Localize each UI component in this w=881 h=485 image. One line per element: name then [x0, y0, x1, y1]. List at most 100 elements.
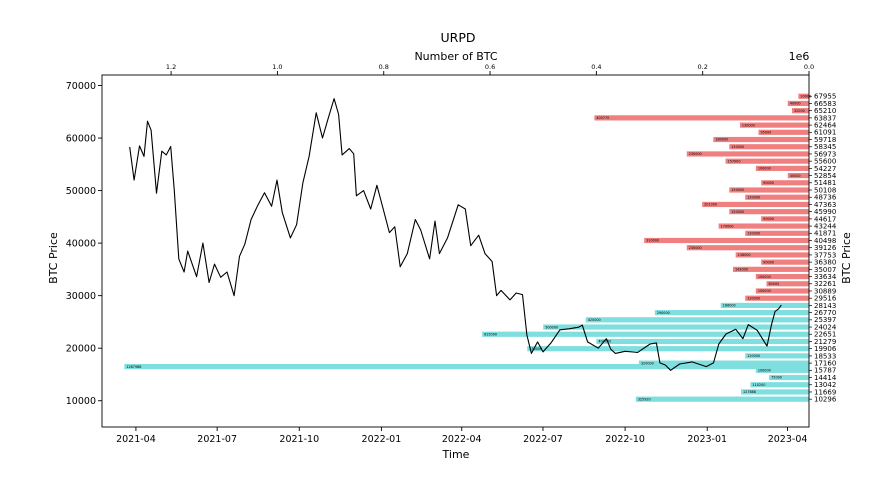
- urpd-volume-label: 138000: [738, 253, 751, 257]
- urpd-bar: [761, 259, 809, 265]
- right-y-tick-label: 39126: [814, 244, 837, 252]
- right-y-tick-label: 44617: [814, 215, 836, 223]
- right-y-tick-label: 40498: [814, 237, 836, 245]
- right-y-axis-ticks: 6795566583652106383762464610915971858345…: [809, 93, 837, 404]
- urpd-bar: [729, 187, 809, 193]
- urpd-bar: [761, 216, 809, 222]
- urpd-volume-label: 100000: [758, 369, 771, 373]
- x-tick-label: 2021-07: [197, 434, 237, 445]
- urpd-bar: [594, 115, 809, 121]
- x-tick-label: 2022-07: [523, 434, 563, 445]
- urpd-bar: [124, 363, 809, 370]
- y-tick-label: 30000: [66, 291, 96, 302]
- plot-frame: [101, 74, 810, 428]
- x-axis-ticks: 2021-04 2021-07 2021-10 2022-01 2022-04 2022-…: [116, 427, 807, 445]
- right-y-tick-label: 33634: [814, 273, 837, 281]
- urpd-bar: [482, 331, 809, 337]
- top-x-tick-label: 0.4: [591, 63, 601, 71]
- top-x-axis-exponent: 1e6: [789, 50, 810, 63]
- urpd-bar: [787, 172, 809, 179]
- x-tick-label: 2023-04: [768, 434, 808, 445]
- right-y-tick-label: 13042: [814, 381, 836, 389]
- right-y-tick-label: 29516: [814, 295, 837, 303]
- urpd-volume-label: 90000: [763, 181, 774, 185]
- top-x-tick-label: 0.8: [379, 63, 389, 71]
- right-y-tick-label: 10296: [814, 396, 837, 404]
- right-y-tick-label: 59718: [814, 136, 836, 144]
- urpd-bar: [585, 317, 809, 323]
- right-y-tick-label: 41871: [814, 230, 836, 238]
- right-y-tick-label: 61091: [814, 129, 836, 137]
- right-y-tick-label: 43244: [814, 222, 837, 230]
- urpd-volume-label: 40000: [790, 102, 801, 106]
- urpd-bars: [124, 93, 809, 402]
- right-y-tick-label: 62464: [814, 121, 837, 129]
- right-y-tick-label: 32261: [814, 280, 836, 288]
- urpd-bar: [745, 353, 809, 359]
- y-axis-label: BTC Price: [47, 232, 60, 284]
- urpd-volume-label: 530000: [529, 347, 542, 351]
- urpd-bar: [635, 396, 809, 402]
- urpd-bar: [798, 93, 809, 99]
- urpd-volume-label: 95000: [761, 131, 772, 135]
- x-tick-label: 2023-01: [687, 434, 727, 445]
- urpd-bar: [745, 295, 809, 301]
- chart-title: URPD: [441, 30, 476, 45]
- right-y-tick-label: 19906: [814, 345, 837, 353]
- right-y-tick-label: 45990: [814, 208, 836, 216]
- urpd-bar: [729, 144, 809, 150]
- urpd-bar: [739, 122, 809, 128]
- urpd-volume-label: 90000: [763, 217, 774, 221]
- right-y-tick-label: 36380: [814, 259, 836, 267]
- urpd-bar: [654, 310, 809, 316]
- urpd-volume-label: 20000: [800, 94, 811, 98]
- right-y-tick-label: 30889: [814, 287, 836, 295]
- right-y-tick-label: 52854: [814, 172, 837, 180]
- urpd-volume-label: 120000: [747, 231, 760, 235]
- urpd-volume-label: 100000: [758, 275, 771, 279]
- x-tick-label: 2022-04: [442, 434, 482, 445]
- urpd-bar: [686, 151, 809, 157]
- urpd-volume-label: 230000: [689, 246, 702, 250]
- right-y-tick-label: 55600: [814, 158, 836, 166]
- right-y-tick-label: 24024: [814, 323, 837, 331]
- urpd-volume-label: 80000: [768, 282, 779, 286]
- urpd-bar: [755, 273, 809, 280]
- y-tick-label: 50000: [66, 186, 96, 197]
- y-tick-label: 70000: [66, 81, 96, 92]
- urpd-bar: [745, 230, 809, 236]
- urpd-volume-label: 320000: [641, 361, 654, 365]
- right-y-tick-label: 35007: [814, 266, 836, 274]
- x-axis-label: Time: [442, 448, 470, 461]
- urpd-volume-label: 166000: [723, 304, 736, 308]
- urpd-bar: [758, 129, 809, 135]
- urpd-volume-label: 310000: [646, 239, 659, 243]
- top-x-axis-label: Number of BTC: [414, 50, 497, 63]
- right-y-tick-label: 50108: [814, 186, 836, 194]
- urpd-volume-label: 130000: [742, 123, 755, 127]
- x-tick-label: 2022-10: [605, 434, 645, 445]
- urpd-volume-label: 90000: [763, 260, 774, 264]
- right-y-tick-label: 25397: [814, 316, 836, 324]
- right-y-tick-label: 22651: [814, 331, 836, 339]
- urpd-bar: [543, 324, 809, 330]
- urpd-bar: [735, 252, 809, 258]
- top-x-tick-label: 1.0: [272, 63, 282, 71]
- right-y-tick-label: 21279: [814, 338, 836, 346]
- urpd-volume-label: 120000: [747, 296, 760, 300]
- urpd-volume-label: 150000: [731, 210, 744, 214]
- urpd-bar: [755, 165, 809, 171]
- urpd-bar: [718, 223, 809, 229]
- urpd-volume-label: 150000: [731, 145, 744, 149]
- right-y-tick-label: 18533: [814, 352, 836, 360]
- y-tick-label: 10000: [66, 396, 96, 407]
- right-y-tick-label: 63837: [814, 114, 836, 122]
- right-y-tick-label: 54227: [814, 165, 836, 173]
- y-axis-ticks: 10000 20000 30000 40000 50000 60000 70000: [66, 81, 102, 407]
- urpd-volume-label: 400000: [598, 340, 611, 344]
- right-y-tick-label: 15787: [814, 367, 836, 375]
- right-y-axis-label: BTC Price: [840, 232, 853, 284]
- urpd-bar: [686, 245, 809, 251]
- urpd-bar: [745, 194, 809, 200]
